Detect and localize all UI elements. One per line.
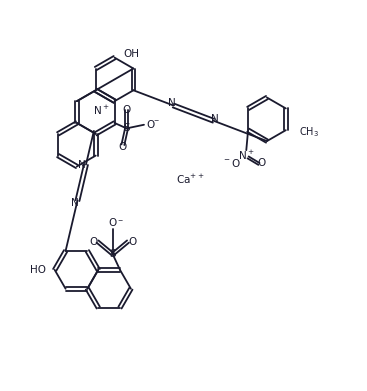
Text: N: N: [71, 199, 79, 208]
Text: O: O: [146, 120, 155, 130]
Text: N$^+$: N$^+$: [93, 104, 109, 117]
Text: O: O: [128, 237, 137, 247]
Text: S: S: [123, 124, 130, 133]
Text: CH$_3$: CH$_3$: [298, 125, 319, 139]
Text: S: S: [109, 249, 116, 259]
Text: N: N: [78, 160, 86, 170]
Text: O: O: [89, 237, 97, 247]
Text: $^-$: $^-$: [152, 117, 160, 126]
Text: O: O: [123, 104, 131, 115]
Text: O: O: [257, 158, 266, 168]
Text: N: N: [168, 99, 175, 108]
Text: $^-$O: $^-$O: [222, 157, 240, 169]
Text: OH: OH: [124, 49, 139, 59]
Text: $^-$: $^-$: [116, 216, 124, 225]
Text: N: N: [211, 113, 219, 124]
Text: N$^+$: N$^+$: [238, 149, 255, 162]
Text: O: O: [109, 219, 117, 228]
Text: O: O: [119, 142, 127, 152]
Text: HO: HO: [30, 265, 46, 275]
Text: Ca$^{++}$: Ca$^{++}$: [177, 172, 205, 186]
